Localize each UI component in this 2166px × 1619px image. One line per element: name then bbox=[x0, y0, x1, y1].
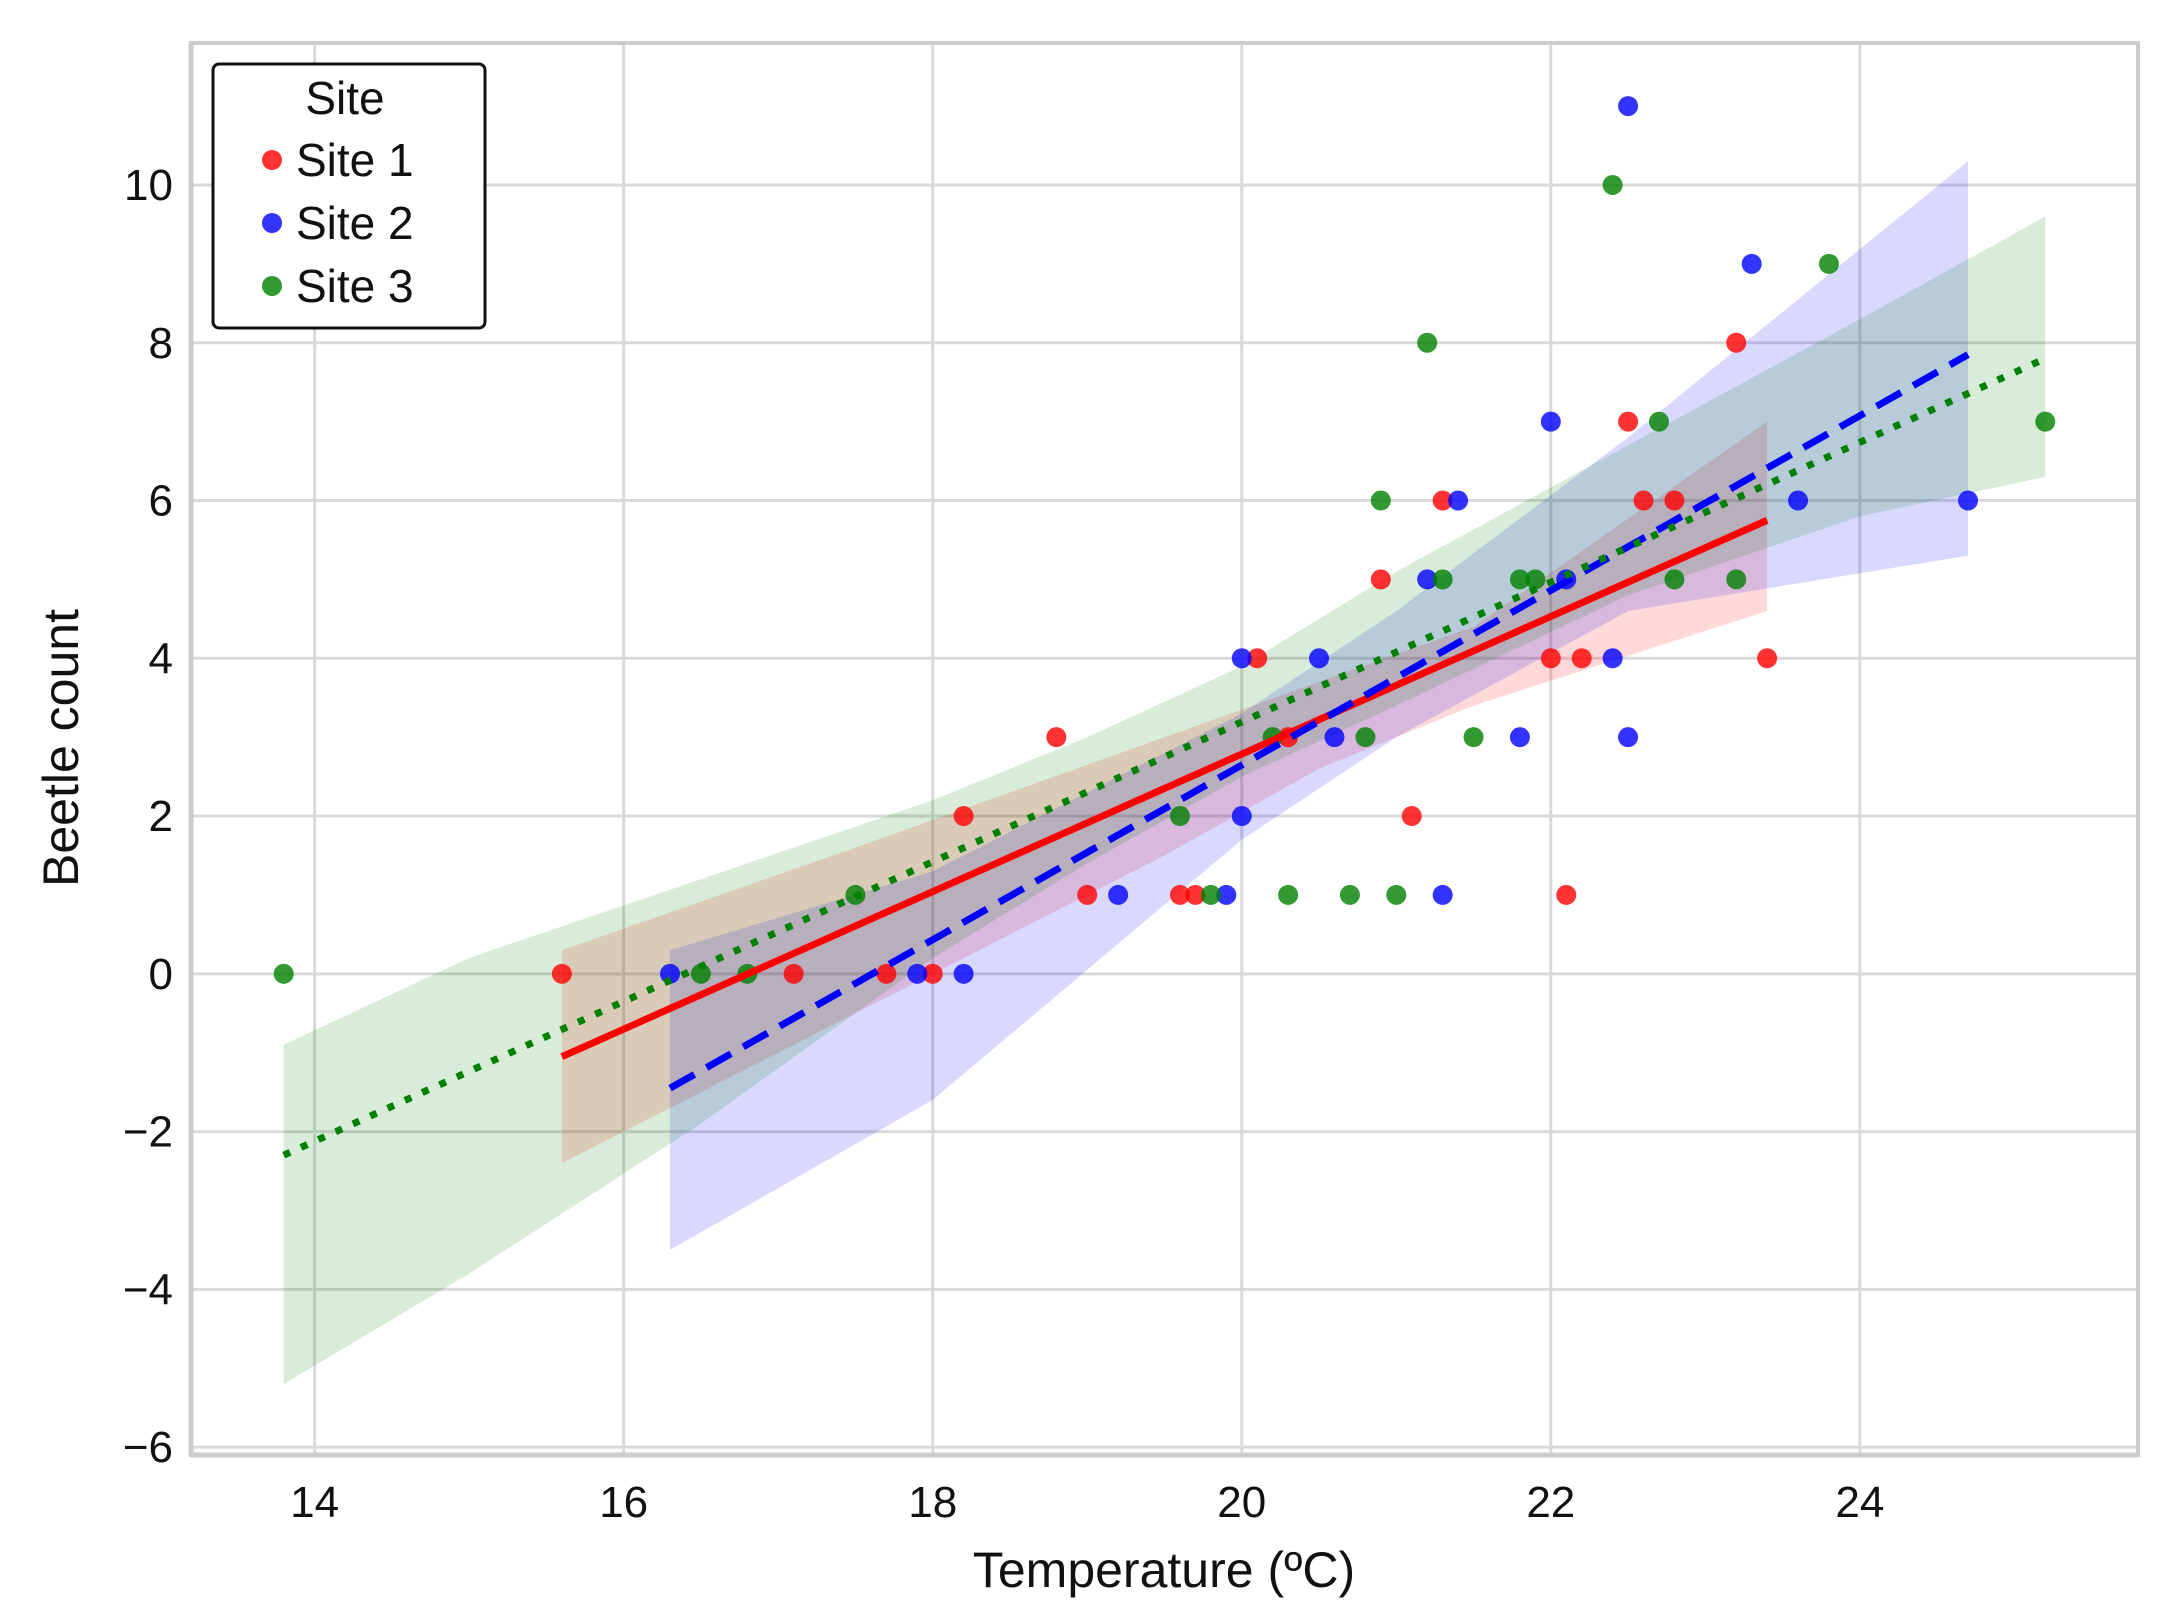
data-point bbox=[1401, 806, 1422, 827]
data-point bbox=[1309, 648, 1330, 669]
data-point bbox=[1540, 648, 1561, 669]
data-point bbox=[1355, 727, 1376, 748]
y-tick-label: 10 bbox=[124, 161, 173, 210]
data-point bbox=[1648, 411, 1669, 432]
data-point bbox=[1169, 806, 1190, 827]
y-axis-label: Beetle count bbox=[33, 609, 89, 887]
legend-items: Site 1 Site 2 Site 3 bbox=[262, 134, 414, 312]
data-point bbox=[1339, 884, 1360, 905]
data-point bbox=[1432, 884, 1453, 905]
fit-lines bbox=[282, 351, 2047, 1159]
data-point bbox=[953, 806, 974, 827]
legend-label: Site 2 bbox=[296, 197, 414, 249]
data-point bbox=[1417, 332, 1438, 353]
data-point bbox=[1169, 884, 1190, 905]
y-tick-label: −2 bbox=[123, 1108, 173, 1157]
data-point bbox=[1602, 648, 1623, 669]
data-point bbox=[1077, 884, 1098, 905]
fit-line bbox=[668, 351, 1970, 1092]
data-point bbox=[1633, 490, 1654, 511]
data-point bbox=[1540, 411, 1561, 432]
legend-marker bbox=[262, 213, 282, 233]
data-point bbox=[1448, 490, 1469, 511]
x-tick-label: 24 bbox=[1835, 1478, 1884, 1527]
data-point bbox=[1108, 884, 1129, 905]
grid bbox=[191, 43, 2138, 1455]
data-point bbox=[1525, 569, 1546, 590]
data-point bbox=[1602, 174, 1623, 195]
y-tick-label: 6 bbox=[149, 477, 173, 526]
x-axis-label: Temperature (ºC) bbox=[973, 1542, 1355, 1598]
legend-label: Site 3 bbox=[296, 260, 414, 312]
data-point bbox=[1432, 569, 1453, 590]
data-point bbox=[1726, 569, 1747, 590]
data-point bbox=[1741, 253, 1762, 274]
data-point bbox=[922, 963, 943, 984]
x-tick-labels: 14 16 18 20 22 24 bbox=[290, 1478, 1884, 1527]
y-tick-labels: −6 −4 −2 0 2 4 6 8 10 bbox=[123, 161, 173, 1472]
data-point bbox=[907, 963, 928, 984]
x-tick-label: 14 bbox=[290, 1478, 339, 1527]
x-tick-label: 20 bbox=[1217, 1478, 1266, 1527]
data-point bbox=[783, 963, 804, 984]
data-point bbox=[1463, 727, 1484, 748]
data-point bbox=[1386, 884, 1407, 905]
y-tick-label: 0 bbox=[149, 950, 173, 999]
legend-title: Site bbox=[305, 72, 384, 124]
data-point bbox=[1958, 490, 1979, 511]
x-tick-label: 16 bbox=[599, 1478, 648, 1527]
legend-box bbox=[211, 62, 487, 330]
data-points bbox=[273, 96, 2056, 984]
fit-line bbox=[560, 517, 1769, 1060]
x-tick-label: 18 bbox=[908, 1478, 957, 1527]
data-point bbox=[1432, 490, 1453, 511]
data-point bbox=[1247, 648, 1268, 669]
data-point bbox=[551, 963, 572, 984]
data-point bbox=[1571, 648, 1592, 669]
data-point bbox=[1417, 569, 1438, 590]
x-tick-label: 22 bbox=[1526, 1478, 1575, 1527]
data-point bbox=[1370, 490, 1391, 511]
data-point bbox=[1200, 884, 1221, 905]
plot-area-background bbox=[191, 43, 2138, 1455]
legend-marker bbox=[262, 276, 282, 296]
data-point bbox=[1726, 332, 1747, 353]
data-point bbox=[1757, 648, 1778, 669]
data-point bbox=[1231, 806, 1252, 827]
data-point bbox=[1216, 884, 1237, 905]
confidence-band bbox=[670, 161, 1968, 1250]
legend-marker bbox=[262, 150, 282, 170]
data-point bbox=[1818, 253, 1839, 274]
y-tick-label: 8 bbox=[149, 319, 173, 368]
data-point bbox=[1370, 569, 1391, 590]
data-point bbox=[1185, 884, 1206, 905]
data-point bbox=[876, 963, 897, 984]
y-tick-label: 2 bbox=[149, 792, 173, 841]
legend-label: Site 1 bbox=[296, 134, 414, 186]
data-point bbox=[1618, 411, 1639, 432]
data-point bbox=[2035, 411, 2056, 432]
confidence-band bbox=[283, 216, 2046, 1384]
data-point bbox=[1664, 490, 1685, 511]
data-point bbox=[1231, 648, 1252, 669]
data-point bbox=[660, 963, 681, 984]
data-point bbox=[1324, 727, 1345, 748]
data-point bbox=[1618, 727, 1639, 748]
data-point bbox=[1556, 884, 1577, 905]
data-point bbox=[1509, 727, 1530, 748]
y-tick-label: 4 bbox=[149, 634, 173, 683]
data-point bbox=[1046, 727, 1067, 748]
data-point bbox=[690, 963, 711, 984]
y-tick-label: −4 bbox=[123, 1265, 173, 1314]
data-point bbox=[1664, 569, 1685, 590]
y-tick-label: −6 bbox=[123, 1423, 173, 1472]
data-point bbox=[1278, 884, 1299, 905]
data-point bbox=[953, 963, 974, 984]
data-point bbox=[1618, 96, 1639, 117]
data-point bbox=[1788, 490, 1809, 511]
data-point bbox=[273, 963, 294, 984]
data-point bbox=[1509, 569, 1530, 590]
legend: Site Site 1 Site 2 Site 3 bbox=[211, 62, 487, 330]
